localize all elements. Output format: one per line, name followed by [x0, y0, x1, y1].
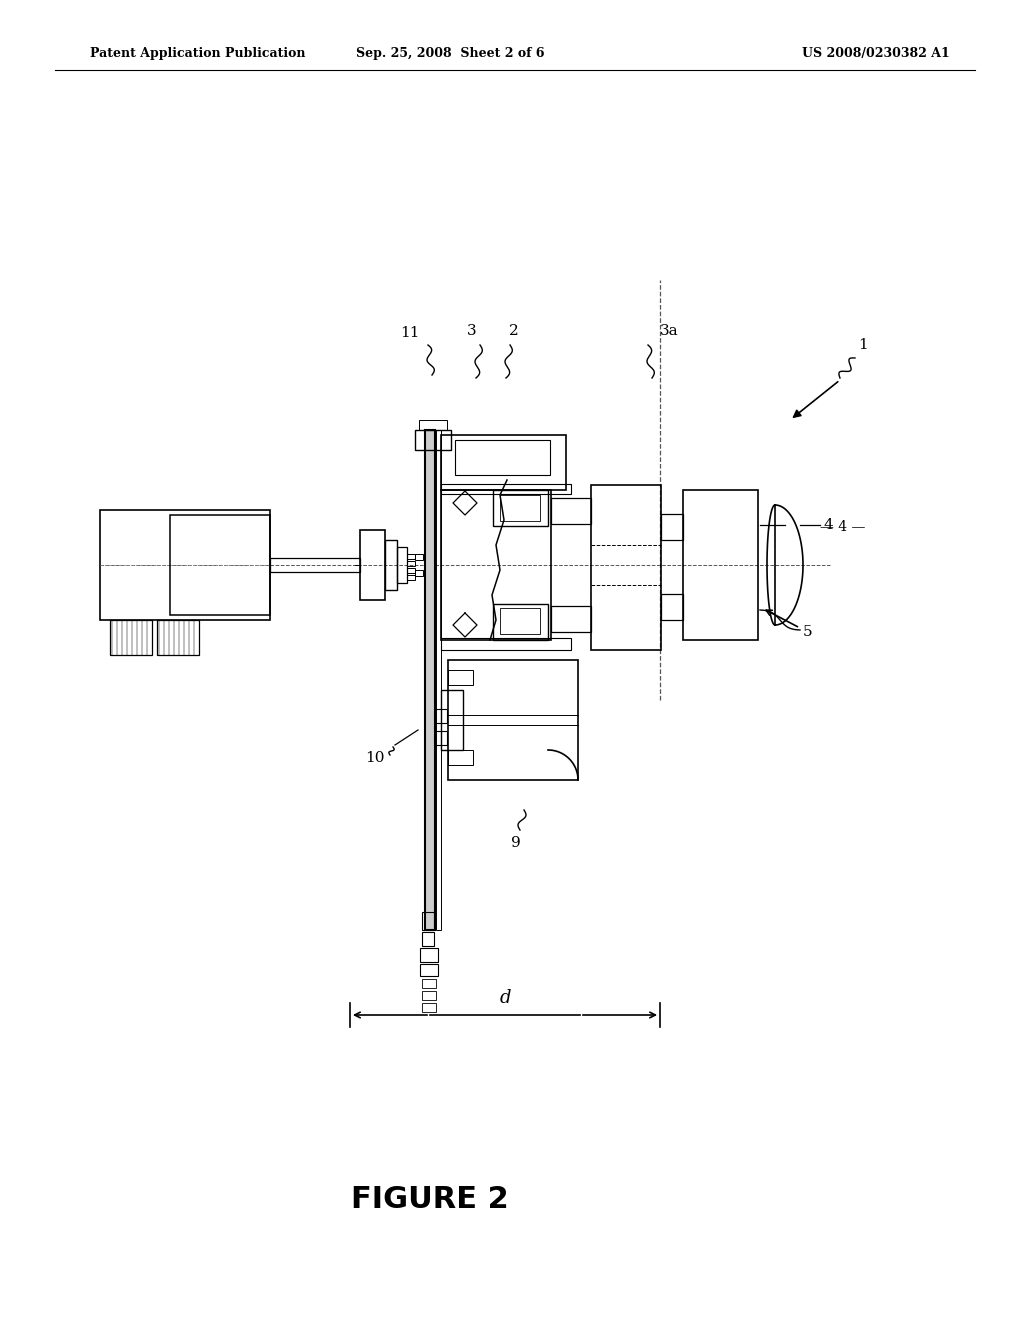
Bar — [385, 540, 397, 590]
Bar — [493, 605, 548, 640]
Bar — [441, 436, 566, 490]
Bar — [360, 531, 385, 601]
Bar — [419, 420, 447, 430]
Bar — [407, 561, 415, 566]
Bar — [500, 495, 540, 521]
Bar — [449, 660, 578, 780]
Bar — [420, 964, 438, 975]
Bar — [449, 750, 473, 766]
Bar — [551, 606, 591, 632]
Bar — [110, 620, 152, 655]
Bar — [422, 979, 436, 987]
Bar — [425, 430, 435, 931]
Bar — [415, 554, 423, 560]
Bar — [449, 671, 473, 685]
Bar — [493, 490, 548, 525]
Bar — [435, 709, 447, 723]
Text: d: d — [500, 989, 511, 1007]
Text: 3a: 3a — [660, 323, 679, 338]
Bar — [422, 1003, 436, 1012]
Text: US 2008/0230382 A1: US 2008/0230382 A1 — [802, 46, 950, 59]
Bar — [683, 490, 758, 640]
Bar — [500, 609, 540, 634]
Text: 5: 5 — [803, 624, 813, 639]
Text: 1: 1 — [858, 338, 867, 352]
Text: Sep. 25, 2008  Sheet 2 of 6: Sep. 25, 2008 Sheet 2 of 6 — [355, 46, 544, 59]
Bar — [441, 484, 571, 494]
Text: Patent Application Publication: Patent Application Publication — [90, 46, 305, 59]
Text: 10: 10 — [366, 751, 385, 766]
Bar — [455, 440, 550, 475]
Bar — [420, 948, 438, 962]
Text: 11: 11 — [400, 326, 420, 341]
Bar — [662, 513, 683, 540]
Bar — [441, 490, 551, 640]
Bar — [407, 576, 415, 579]
Bar — [157, 620, 199, 655]
Bar — [100, 510, 270, 620]
Bar — [435, 731, 447, 744]
Bar — [270, 558, 360, 572]
Bar — [436, 430, 441, 931]
Bar — [591, 484, 662, 649]
Bar — [551, 498, 591, 524]
Bar — [662, 594, 683, 620]
Text: 2: 2 — [509, 323, 519, 338]
Text: 9: 9 — [511, 836, 521, 850]
Text: — 4 —: — 4 — — [820, 520, 865, 535]
Bar — [397, 546, 407, 583]
Bar — [415, 570, 423, 576]
Bar — [407, 554, 415, 558]
Text: 4: 4 — [824, 517, 834, 532]
Bar — [407, 568, 415, 573]
Text: 3: 3 — [467, 323, 477, 338]
Bar — [441, 690, 463, 750]
Bar — [170, 515, 270, 615]
Text: FIGURE 2: FIGURE 2 — [351, 1185, 509, 1214]
Bar — [415, 430, 451, 450]
Bar — [441, 638, 571, 649]
Bar — [422, 991, 436, 1001]
Bar — [422, 932, 434, 946]
Bar — [422, 912, 434, 931]
